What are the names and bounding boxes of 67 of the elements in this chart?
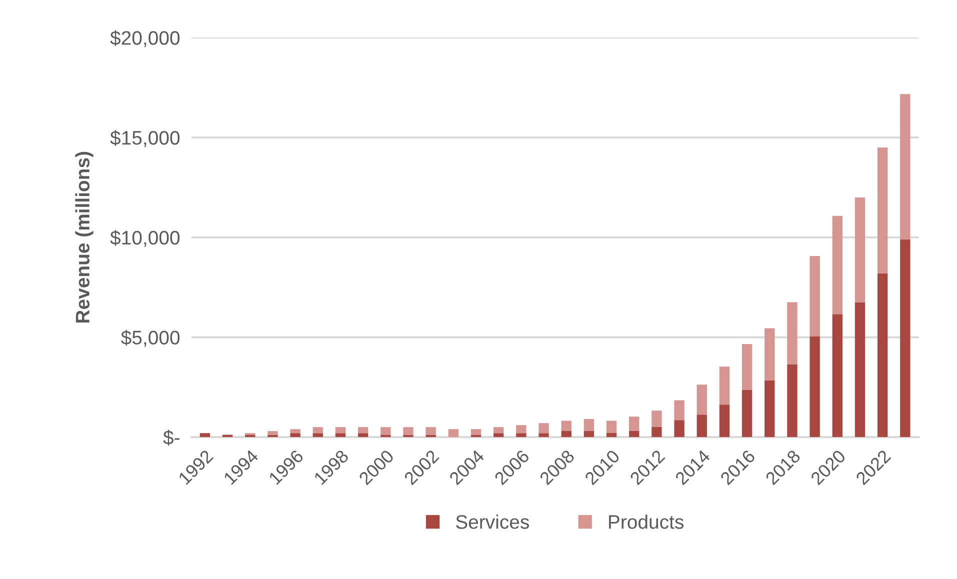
bar [764, 328, 775, 380]
bar [538, 433, 549, 438]
bar [312, 433, 323, 438]
bar [426, 427, 436, 435]
bar [764, 380, 775, 438]
bar [290, 433, 300, 438]
y-tick-label: $- [163, 430, 180, 446]
bar [652, 410, 662, 427]
bar [494, 427, 504, 434]
bar [470, 429, 482, 435]
bar [222, 434, 233, 438]
bar [516, 425, 526, 434]
bar [245, 434, 256, 438]
bar [358, 427, 368, 434]
legend-label: Products [609, 514, 684, 529]
bar [742, 344, 752, 390]
bar [268, 434, 278, 438]
bar [584, 418, 594, 431]
bar [584, 430, 594, 438]
bar [494, 433, 504, 438]
bar [380, 434, 391, 438]
bar [787, 364, 798, 438]
bar [696, 414, 707, 438]
bar [312, 427, 323, 434]
bar [448, 429, 458, 438]
bar [674, 400, 684, 420]
bar [606, 420, 617, 433]
bar [629, 416, 640, 431]
bar [719, 404, 730, 438]
bar [516, 433, 526, 438]
y-tick-label: $5,000 [121, 330, 180, 347]
bar [200, 433, 210, 438]
bar [696, 384, 707, 415]
bar [561, 420, 572, 431]
y-axis-title: Revenue (millions) [75, 152, 94, 323]
y-tick-label: $15,000 [110, 130, 180, 148]
bar [403, 434, 414, 438]
bar [832, 314, 842, 438]
bar [652, 426, 662, 438]
bar [629, 430, 640, 438]
legend-label: Services [456, 514, 529, 529]
bar [538, 423, 549, 434]
bar [719, 366, 730, 405]
bar [878, 148, 888, 274]
bar [810, 256, 820, 336]
bar [854, 197, 866, 302]
bar [380, 427, 391, 435]
bar [470, 434, 482, 438]
bar [900, 94, 910, 240]
y-tick-label: $20,000 [110, 30, 180, 48]
bar [900, 239, 910, 438]
bar [426, 434, 436, 438]
bar [787, 302, 798, 364]
bar [268, 431, 278, 435]
bar [810, 336, 820, 438]
bar [832, 216, 842, 314]
y-tick-label: $10,000 [110, 230, 180, 247]
bar [335, 427, 346, 434]
bar [674, 420, 684, 438]
bar [742, 390, 752, 438]
bar [561, 430, 572, 438]
bar [878, 273, 888, 438]
bar [290, 429, 300, 434]
bar [403, 427, 414, 435]
bar [335, 433, 346, 438]
bar [854, 302, 866, 438]
bar [358, 433, 368, 438]
